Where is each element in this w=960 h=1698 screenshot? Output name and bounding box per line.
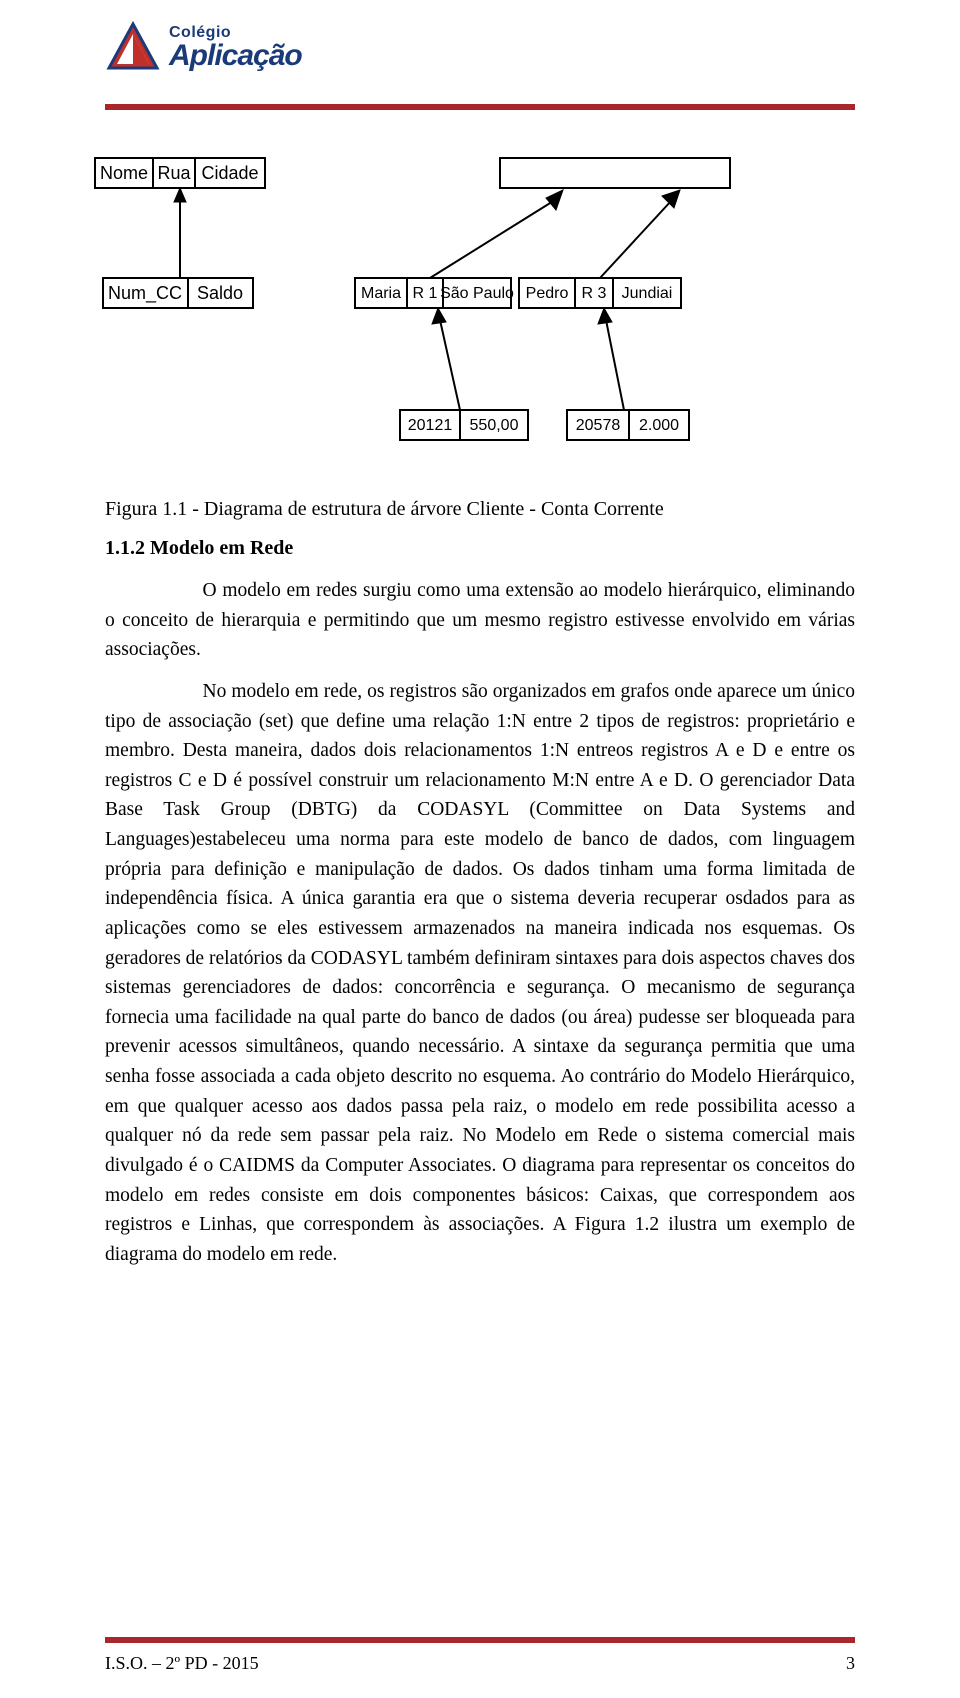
- cell-maria: Maria: [361, 285, 401, 302]
- cell-r3: R 3: [582, 285, 607, 302]
- root-box: [500, 158, 730, 188]
- footer-page-number: 3: [846, 1653, 855, 1674]
- page-footer: I.S.O. – 2º PD - 2015 3: [105, 1637, 855, 1674]
- logo-block: Colégio Aplicação: [105, 20, 855, 76]
- section-heading: 1.1.2 Modelo em Rede: [105, 537, 855, 560]
- schema-header-box: Nome Rua Cidade: [95, 158, 265, 188]
- cell-jundiai: Jundiai: [622, 285, 673, 302]
- footer-divider: [105, 1637, 855, 1643]
- paragraph-2-text: No modelo em rede, os registros são orga…: [105, 681, 855, 1265]
- record-pedro: Pedro R 3 Jundiai: [519, 278, 681, 308]
- footer-left: I.S.O. – 2º PD - 2015: [105, 1653, 259, 1674]
- cell-550: 550,00: [470, 417, 519, 434]
- school-logo-icon: [105, 20, 161, 76]
- paragraph-2: No modelo em rede, os registros são orga…: [105, 677, 855, 1270]
- account-20578: 20578 2.000: [567, 410, 689, 440]
- content-area: Figura 1.1 - Diagrama de estrutura de ár…: [0, 498, 960, 1269]
- page-header: Colégio Aplicação: [0, 0, 960, 128]
- cell-saopaulo: São Paulo: [440, 285, 514, 302]
- cell-2000: 2.000: [639, 417, 679, 434]
- cell-pedro: Pedro: [526, 285, 569, 302]
- logo-text-bottom: Aplicação: [169, 41, 302, 71]
- cell-nome: Nome: [100, 163, 148, 183]
- cell-cidade: Cidade: [201, 163, 258, 183]
- figure-caption: Figura 1.1 - Diagrama de estrutura de ár…: [105, 498, 855, 521]
- figure-1-1-diagram: Nome Rua Cidade Num_CC Saldo Maria R 1 S: [0, 128, 960, 488]
- cell-numcc: Num_CC: [108, 283, 182, 304]
- cell-rua: Rua: [157, 163, 191, 183]
- cell-20121: 20121: [408, 417, 453, 434]
- cell-20578: 20578: [576, 417, 621, 434]
- record-maria: Maria R 1 São Paulo: [355, 278, 514, 308]
- cell-saldo: Saldo: [197, 283, 243, 303]
- logo-text: Colégio Aplicação: [169, 25, 302, 71]
- paragraph-1: O modelo em redes surgiu como uma extens…: [105, 576, 855, 665]
- cell-r1: R 1: [413, 285, 438, 302]
- paragraph-1-text: O modelo em redes surgiu como uma extens…: [105, 580, 855, 660]
- header-divider: [105, 104, 855, 110]
- schema-detail-box: Num_CC Saldo: [103, 278, 253, 308]
- account-20121: 20121 550,00: [400, 410, 528, 440]
